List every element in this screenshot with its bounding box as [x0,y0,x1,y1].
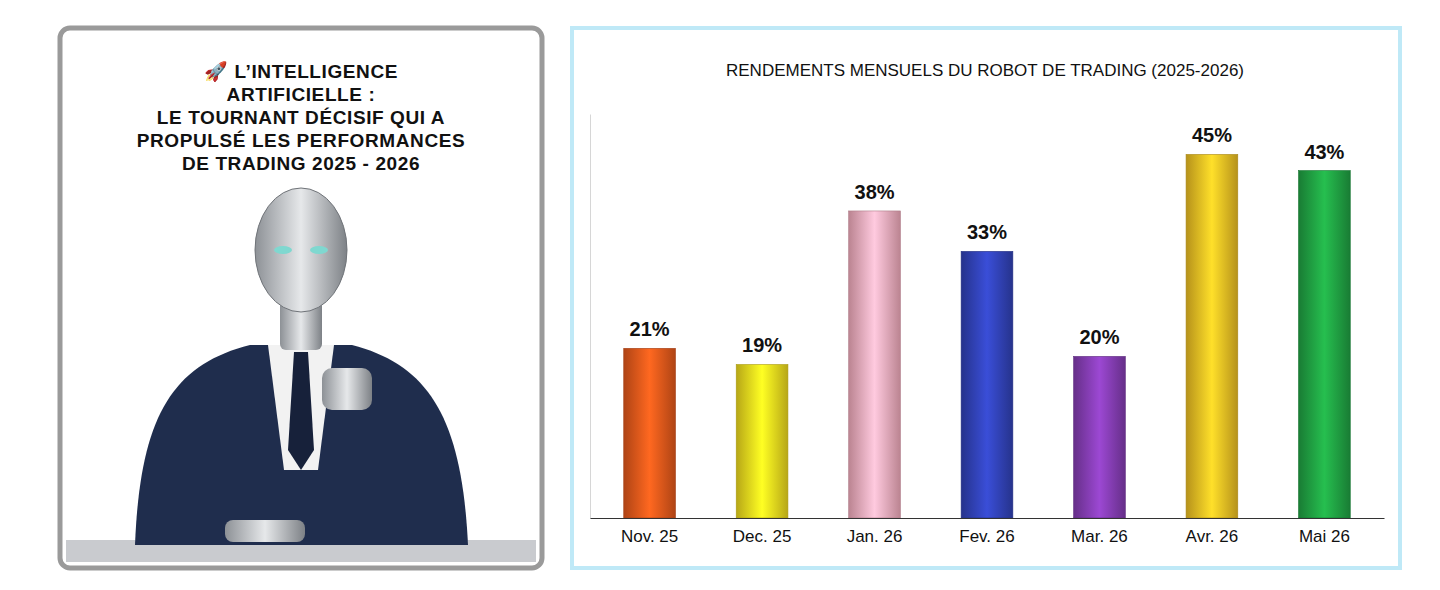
poster-title-line: ARTIFICIELLE : [227,84,376,105]
robot-hand [225,520,305,542]
x-tick-label: Mai 26 [1299,527,1350,546]
x-tick: Dec. 25 [733,518,792,546]
x-tick-label: Mar. 26 [1071,527,1128,546]
data-label: 21% [630,318,670,340]
x-tick: Mai 26 [1299,518,1350,546]
bar [736,364,788,518]
robot-suit [135,345,468,545]
robot-illustration [135,188,468,545]
data-label: 20% [1079,326,1119,348]
bar [1299,171,1351,518]
x-tick-label: Jan. 26 [847,527,903,546]
x-tick-label: Avr. 26 [1186,527,1239,546]
poster-title-line: PROPULSÉ LES PERFORMANCES [137,130,466,151]
y-axis [590,115,591,519]
bar [1186,154,1238,518]
x-tick: Avr. 26 [1186,518,1239,546]
bar [961,251,1013,518]
poster-title-line: LE TOURNANT DÉCISIF QUI A [157,107,445,128]
robot-eye [274,246,292,254]
x-axis: Nov. 25 Dec. 25 Jan. 26 Fev. 26 Mar. 26 Avr. … [591,518,1385,546]
bars [624,154,1351,518]
x-axis-line [591,518,1385,519]
robot-shirt [268,345,334,470]
poster-title-line: DE TRADING 2025 - 2026 [182,153,420,174]
chart-panel: RENDEMENTS MENSUELS DU ROBOT DE TRADING … [572,28,1400,568]
chart-title: RENDEMENTS MENSUELS DU ROBOT DE TRADING … [726,61,1244,80]
x-tick: Fev. 26 [959,518,1014,546]
bar [624,348,676,518]
x-tick-label: Fev. 26 [959,527,1014,546]
data-labels: 21% 19% 38% 33% 20% 45% 43% [630,124,1345,356]
x-tick-label: Nov. 25 [621,527,678,546]
x-tick-label: Dec. 25 [733,527,792,546]
x-tick: Nov. 25 [621,518,678,546]
robot-eye [310,246,328,254]
data-label: 38% [855,181,895,203]
data-label: 19% [742,334,782,356]
data-label: 45% [1192,124,1232,146]
robot-hand [322,368,372,410]
robot-tie [288,352,314,470]
poster-title-line: 🚀 L’INTELLIGENCE [204,60,398,83]
poster-frame [60,28,542,568]
chart-frame [572,28,1400,568]
robot-head [255,188,347,312]
x-tick: Mar. 26 [1071,518,1128,546]
x-tick: Jan. 26 [847,518,903,546]
y-axis-line [590,115,591,519]
page: 🚀 L’INTELLIGENCEARTIFICIELLE :LE TOURNAN… [0,0,1440,590]
data-label: 33% [967,221,1007,243]
bar [849,211,901,518]
bar [1074,356,1126,518]
data-label: 43% [1304,141,1344,163]
poster-panel: 🚀 L’INTELLIGENCEARTIFICIELLE :LE TOURNAN… [60,28,542,568]
